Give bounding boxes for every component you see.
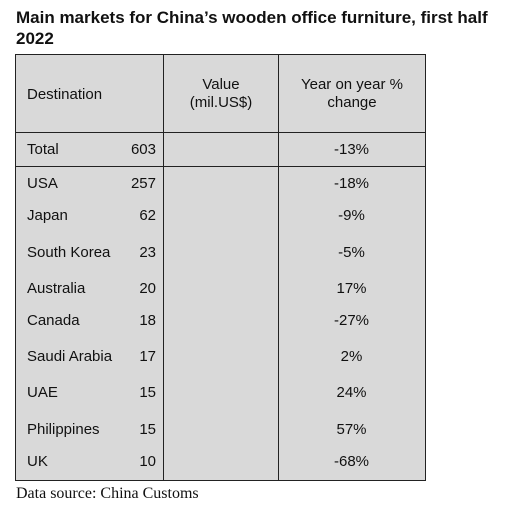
row-destination: Australia — [27, 280, 86, 297]
row-change: -27% — [333, 312, 370, 329]
row-destination: Philippines — [27, 421, 100, 438]
total-divider — [16, 166, 425, 167]
header-destination: Destination — [27, 86, 103, 103]
header-divider — [16, 132, 425, 133]
row-value: 17 — [139, 348, 156, 365]
row-destination: UK — [27, 453, 48, 470]
chart-title: Main markets for China’s wooden office f… — [16, 8, 488, 48]
row-destination: Saudi Arabia — [27, 348, 113, 365]
row-destination: Japan — [27, 207, 68, 224]
row-destination: South Korea — [27, 244, 111, 261]
row-value: 23 — [139, 244, 156, 261]
header-value-line2: (mil.US$) — [189, 94, 253, 111]
row-value: 257 — [130, 175, 156, 192]
markets-table: Destination Value (mil.US$) Year on year… — [15, 54, 426, 481]
row-destination: USA — [27, 175, 58, 192]
row-change: 57% — [336, 421, 367, 438]
header-value-line1: Value — [202, 76, 240, 93]
row-value: 10 — [139, 453, 156, 470]
row-change: 17% — [336, 280, 367, 297]
total-destination: Total — [27, 141, 59, 158]
row-change: 24% — [336, 384, 367, 401]
row-value: 62 — [139, 207, 156, 224]
row-value: 15 — [139, 384, 156, 401]
data-source-note: Data source: China Customs — [16, 485, 199, 502]
column-divider-change — [278, 55, 279, 480]
row-value: 15 — [139, 421, 156, 438]
column-divider-value — [163, 55, 164, 480]
row-value: 18 — [139, 312, 156, 329]
header-change-line1: Year on year % — [300, 76, 403, 93]
row-value: 20 — [139, 280, 156, 297]
row-change: -5% — [338, 244, 365, 261]
row-destination: Canada — [27, 312, 80, 329]
total-change: -13% — [333, 141, 370, 158]
row-change: -9% — [338, 207, 365, 224]
row-change: -18% — [333, 175, 370, 192]
header-change-line2: change — [327, 94, 377, 111]
header-value: Value (mil.US$) — [164, 76, 278, 112]
total-value: 603 — [130, 141, 156, 158]
header-change: Year on year % change — [279, 76, 425, 112]
row-change: 2% — [340, 348, 363, 365]
row-destination: UAE — [27, 384, 58, 401]
row-change: -68% — [333, 453, 370, 470]
